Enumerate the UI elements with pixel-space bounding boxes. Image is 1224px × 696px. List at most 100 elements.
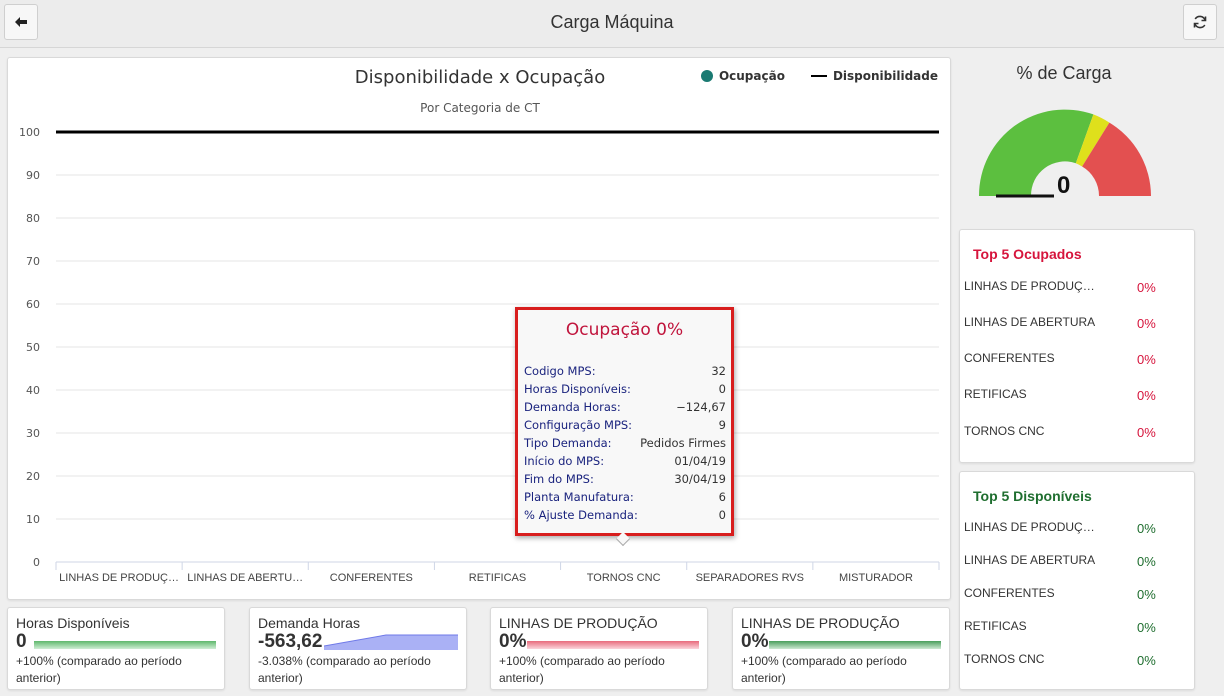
y-tick-label: 50 (26, 341, 40, 354)
top-ocupados-title: Top 5 Ocupados (973, 246, 1082, 262)
y-tick-label: 30 (26, 427, 40, 440)
y-tick-label: 100 (19, 126, 40, 139)
top-ocupados-panel: Top 5 Ocupados LINHAS DE PRODUÇ… 0% LINH… (959, 229, 1195, 463)
x-tick-label: CONFERENTES (330, 572, 413, 584)
tooltip-key: % Ajuste Demanda: (524, 508, 638, 522)
tooltip-value: 9 (718, 418, 726, 432)
list-item-name: LINHAS DE ABERTURA (964, 315, 1096, 329)
kpi-card-linhas-producao-1[interactable]: LINHAS DE PRODUÇÃO 0% +100% (comparado a… (490, 607, 708, 690)
list-item-name: RETIFICAS (964, 387, 1027, 401)
kpi-sparkline (324, 634, 458, 650)
list-item-pct: 0% (1137, 425, 1156, 440)
legend-label: Ocupação (718, 69, 785, 83)
x-tick-label: MISTURADOR (839, 572, 913, 584)
list-item-pct: 0% (1137, 587, 1156, 602)
chart-subtitle: Por Categoria de CT (420, 101, 540, 115)
tooltip-value: 01/04/19 (674, 454, 726, 468)
list-item-pct: 0% (1137, 653, 1156, 668)
kpi-value: -563,62 (258, 631, 323, 652)
list-item-name: TORNOS CNC (964, 652, 1045, 666)
tooltip-row: Horas Disponíveis: 0 (524, 380, 726, 398)
tooltip-row: Planta Manufatura: 6 (524, 488, 726, 506)
refresh-button[interactable] (1183, 4, 1217, 40)
list-item-pct: 0% (1137, 280, 1156, 295)
tooltip-value: Pedidos Firmes (640, 436, 726, 450)
list-item-pct: 0% (1137, 352, 1156, 367)
x-tick-label: SEPARADORES RVS (696, 572, 804, 584)
kpi-title: Horas Disponíveis (16, 615, 130, 631)
y-tick-label: 20 (26, 470, 40, 483)
load-gauge (978, 109, 1151, 198)
legend-item-ocupacao[interactable]: Ocupação (700, 69, 785, 83)
tooltip-row: % Ajuste Demanda: 0 (524, 506, 726, 524)
tooltip-key: Planta Manufatura: (524, 490, 634, 504)
chart-tooltip: Ocupação 0% Codigo MPS: 32 Horas Disponíve… (515, 307, 734, 547)
kpi-card-demanda-horas[interactable]: Demanda Horas -563,62 -3.038% (comparado… (249, 607, 467, 690)
kpi-value: 0% (741, 631, 769, 652)
y-tick-label: 0 (33, 556, 40, 569)
y-tick-label: 60 (26, 298, 40, 311)
tooltip-row: Demanda Horas: −124,67 (524, 398, 726, 416)
tooltip-row: Tipo Demanda: Pedidos Firmes (524, 434, 726, 452)
arrow-left-icon (15, 17, 27, 27)
tooltip-value: 32 (711, 364, 726, 378)
gauge-value: 0 (1057, 172, 1071, 199)
tooltip-key: Demanda Horas: (524, 400, 621, 414)
list-item-name: LINHAS DE PRODUÇ… (964, 520, 1095, 534)
top-disponiveis-panel: Top 5 Disponíveis LINHAS DE PRODUÇ… 0% L… (959, 471, 1195, 690)
x-tick-label: TORNOS CNC (587, 572, 661, 584)
tooltip-key: Início do MPS: (524, 454, 605, 468)
chart-panel: Disponibilidade x Ocupação Por Categoria… (7, 57, 951, 600)
list-item-name: CONFERENTES (964, 586, 1055, 600)
legend-line-icon (810, 75, 827, 77)
x-tick-label: LINHAS DE PRODUÇ… (59, 572, 179, 584)
list-item-pct: 0% (1137, 521, 1156, 536)
kpi-card-linhas-producao-2[interactable]: LINHAS DE PRODUÇÃO 0% +100% (comparado a… (732, 607, 950, 690)
tooltip-table: Codigo MPS: 32 Horas Disponíveis: 0 Demanda … (524, 362, 726, 524)
tooltip-key: Tipo Demanda: (524, 436, 612, 450)
kpi-note: +100% (comparado ao período anterior) (741, 654, 907, 685)
list-item-pct: 0% (1137, 388, 1156, 403)
list-item-name: TORNOS CNC (964, 424, 1045, 438)
x-tick-label: LINHAS DE ABERTU… (187, 572, 303, 584)
chart-title: Disponibilidade x Ocupação (354, 67, 606, 88)
kpi-sparkline (527, 641, 699, 649)
refresh-icon (1193, 15, 1207, 29)
list-item-name: LINHAS DE PRODUÇ… (964, 279, 1095, 293)
kpi-note: +100% (comparado ao período anterior) (16, 654, 182, 685)
kpi-sparkline (769, 641, 941, 649)
list-item-name: RETIFICAS (964, 619, 1027, 633)
list-item-name: CONFERENTES (964, 351, 1055, 365)
tooltip-key: Fim do MPS: (524, 472, 594, 486)
y-tick-label: 10 (26, 513, 40, 526)
tooltip-value: 0 (718, 508, 726, 522)
list-item-pct: 0% (1137, 620, 1156, 635)
tooltip-key: Horas Disponíveis: (524, 382, 631, 396)
list-item-name: LINHAS DE ABERTURA (964, 553, 1096, 567)
page-title: Carga Máquina (550, 12, 674, 32)
tooltip-value: 0 (718, 382, 726, 396)
kpi-title: Demanda Horas (258, 615, 360, 631)
tooltip-title: Ocupação 0% (565, 320, 684, 340)
x-tick-label: RETIFICAS (469, 572, 526, 584)
kpi-note: -3.038% (comparado ao período anterior) (258, 654, 431, 685)
y-tick-label: 90 (26, 169, 40, 182)
tooltip-value: 30/04/19 (674, 472, 726, 486)
y-tick-label: 70 (26, 255, 40, 268)
top-disponiveis-title: Top 5 Disponíveis (973, 488, 1092, 504)
legend-label: Disponibilidade (832, 69, 938, 83)
legend-item-disponibilidade[interactable]: Disponibilidade (810, 69, 938, 83)
kpi-title: LINHAS DE PRODUÇÃO (741, 615, 900, 631)
tooltip-row: Fim do MPS: 30/04/19 (524, 470, 726, 488)
kpi-card-horas-disponiveis[interactable]: Horas Disponíveis 0 +100% (comparado ao … (7, 607, 225, 690)
y-tick-label: 40 (26, 384, 40, 397)
gauge-title: % de Carga (1016, 63, 1112, 83)
y-tick-label: 80 (26, 212, 40, 225)
back-button[interactable] (4, 4, 38, 40)
top-bar: Carga Máquina (0, 0, 1224, 48)
tooltip-value: −124,67 (676, 400, 726, 414)
tooltip-key: Configuração MPS: (524, 418, 633, 432)
legend-dot-icon (700, 70, 713, 82)
tooltip-row: Codigo MPS: 32 (524, 362, 726, 380)
